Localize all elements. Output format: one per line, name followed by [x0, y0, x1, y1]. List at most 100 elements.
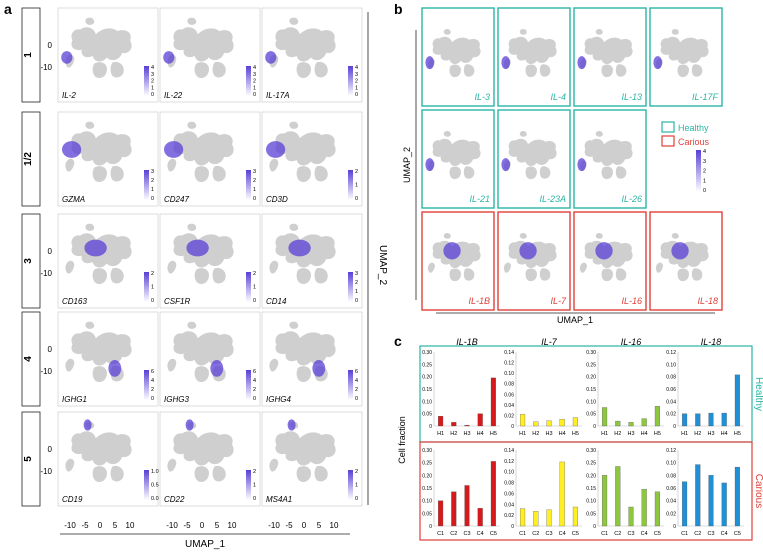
- y-tick-label: 0: [673, 524, 676, 530]
- expression-hotspot: [653, 56, 663, 70]
- y-tick-label: 0: [48, 247, 53, 256]
- category-label: H1: [437, 431, 444, 437]
- cluster-label-box: [21, 7, 41, 103]
- bar-chart: 0 0.02 0.04 0.06 0.08 0.10 0.12 C1 C2 C3 C4 C5: [666, 448, 744, 537]
- category-label: C4: [721, 531, 728, 537]
- y-tick-label: 0.05: [422, 511, 432, 517]
- colorbar-gradient: [348, 370, 353, 400]
- category-label: H1: [681, 431, 688, 437]
- bar: [641, 489, 647, 527]
- colorbar: 3 2 1 0: [348, 271, 358, 304]
- category-label: H4: [641, 431, 648, 437]
- y-axis-title: Cell fraction: [397, 416, 407, 464]
- chart-title: IL-16: [621, 337, 642, 347]
- bar: [734, 374, 740, 427]
- bar: [490, 377, 496, 427]
- expression-hotspot: [443, 242, 461, 260]
- category-label: C5: [490, 531, 497, 537]
- umap-tile: [62, 121, 132, 183]
- colorbar-gradient: [348, 66, 353, 96]
- gene-label: CD163: [62, 297, 87, 306]
- y-tick-label: 0: [673, 424, 676, 430]
- healthy-frame: [419, 345, 753, 443]
- colorbar-gradient: [246, 66, 251, 96]
- y-tick-label: 0: [429, 524, 432, 530]
- colorbar-tick-label: 0: [253, 92, 256, 98]
- expression-hotspot: [288, 239, 311, 257]
- colorbar-gradient: [348, 170, 353, 200]
- bar-chart: 0 0.05 0.10 0.15 0.20 0.25 0.30 C1 C2 C3 C4 C5: [586, 448, 664, 537]
- umap-tile: [164, 121, 234, 183]
- colorbar: 1.0 0.5 0.0: [144, 469, 159, 502]
- colorbar-tick-label: 2: [253, 178, 256, 184]
- colorbar: 2 1 0: [144, 271, 154, 304]
- category-label: H3: [463, 431, 470, 437]
- umap-tile: [269, 321, 336, 383]
- x-tick-label: 5: [317, 521, 322, 530]
- colorbar-tick-label: 2: [703, 169, 706, 175]
- expression-hotspot: [312, 360, 326, 377]
- category-label: C4: [477, 531, 484, 537]
- y-tick-label: -10: [40, 467, 52, 476]
- colorbar-tick-label: 6: [151, 369, 154, 375]
- bar: [721, 412, 727, 427]
- colorbar-tick-label: 4: [151, 378, 154, 384]
- colorbar-tick-label: 2: [355, 280, 358, 286]
- cluster-label: 4: [23, 356, 34, 362]
- category-label: H2: [694, 431, 701, 437]
- colorbar-tick-label: 0: [355, 298, 358, 304]
- bar: [682, 413, 688, 427]
- gene-label: IL-1B: [468, 296, 490, 306]
- bar: [559, 461, 565, 527]
- bar: [438, 500, 444, 527]
- bar-chart: 0 0.02 0.04 0.06 0.08 0.10 0.12 0.14 C1 C2 C3 C4 C5: [504, 448, 582, 537]
- y-tick-label: 0.06: [504, 392, 514, 398]
- umap-tile: [167, 419, 234, 483]
- colorbar-gradient: [144, 170, 149, 200]
- umap-tile-frame: [573, 211, 647, 311]
- bar: [451, 422, 457, 427]
- chart-title: IL-1B: [456, 337, 478, 347]
- colorbar-tick-label: 1: [253, 85, 256, 91]
- y-tick-label: 0: [511, 424, 514, 430]
- gene-label: IGHG4: [266, 395, 291, 404]
- bar: [438, 415, 444, 427]
- colorbar-gradient: [246, 272, 251, 302]
- bar: [628, 422, 634, 427]
- x-tick-label: -5: [285, 521, 293, 530]
- y-tick-label: 0.30: [422, 448, 432, 454]
- cluster-label: 3: [23, 258, 34, 264]
- colorbar-tick-label: 2: [151, 271, 154, 277]
- gene-label: IL-16: [621, 296, 642, 306]
- umap-tile: [425, 130, 481, 180]
- colorbar-gradient: [144, 272, 149, 302]
- bar: [708, 412, 714, 427]
- colorbar: 2 1 0: [246, 469, 256, 502]
- bar: [695, 413, 701, 427]
- y-tick-label: 0.06: [666, 387, 676, 393]
- bar: [615, 466, 621, 527]
- category-label: H2: [532, 431, 539, 437]
- colorbar-gradient: [144, 66, 149, 96]
- bar: [602, 407, 608, 427]
- gene-label: CSF1R: [164, 297, 190, 306]
- gene-label: IL-4: [550, 92, 566, 102]
- colorbar-tick-label: 0: [253, 196, 256, 202]
- category-label: H1: [601, 431, 608, 437]
- category-label: H5: [734, 431, 741, 437]
- umap-tile: [579, 232, 633, 282]
- umap-tile: [501, 28, 557, 78]
- y-tick-label: 0.04: [504, 502, 514, 508]
- y-tick-label: 0.10: [666, 461, 676, 467]
- colorbar: 3 2 1 0: [246, 169, 256, 202]
- colorbar-tick-label: 0: [151, 196, 154, 202]
- colorbar-tick-label: 2: [355, 387, 358, 393]
- x-axis-title: UMAP_1: [557, 315, 593, 325]
- carious-frame: [419, 441, 753, 541]
- y-tick-label: 0.06: [666, 486, 676, 492]
- colorbar-tick-label: 2: [355, 469, 358, 475]
- colorbar-tick-label: 6: [253, 369, 256, 375]
- colorbar: 6 4 2 0: [348, 369, 358, 402]
- y-tick-label: 0.15: [586, 387, 596, 393]
